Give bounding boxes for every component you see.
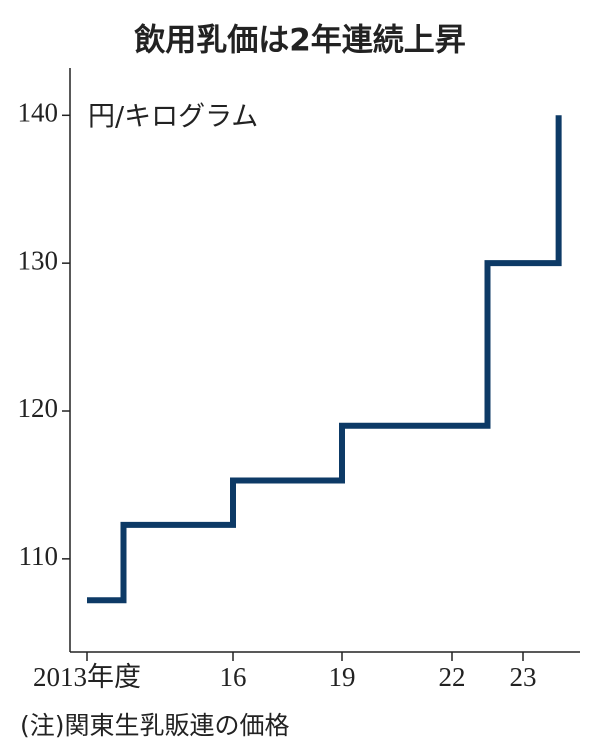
y-tick-label: 120 (18, 393, 59, 423)
y-axis-label: 円/キログラム (88, 102, 258, 133)
x-tick-label: 16 (220, 662, 247, 692)
y-tick-label: 130 (18, 245, 59, 275)
y-tick-label: 110 (19, 541, 59, 571)
x-tick-label: 2013年度 (33, 662, 141, 692)
step-line (87, 115, 562, 604)
chart-title: 飲用乳価は2年連続上昇 (134, 23, 466, 59)
x-tick-label: 19 (329, 662, 356, 692)
x-tick-label: 22 (439, 662, 466, 692)
note: (注)関東生乳販連の価格 (20, 711, 290, 740)
y-tick-label: 140 (18, 98, 59, 128)
x-tick-label: 23 (510, 662, 537, 692)
